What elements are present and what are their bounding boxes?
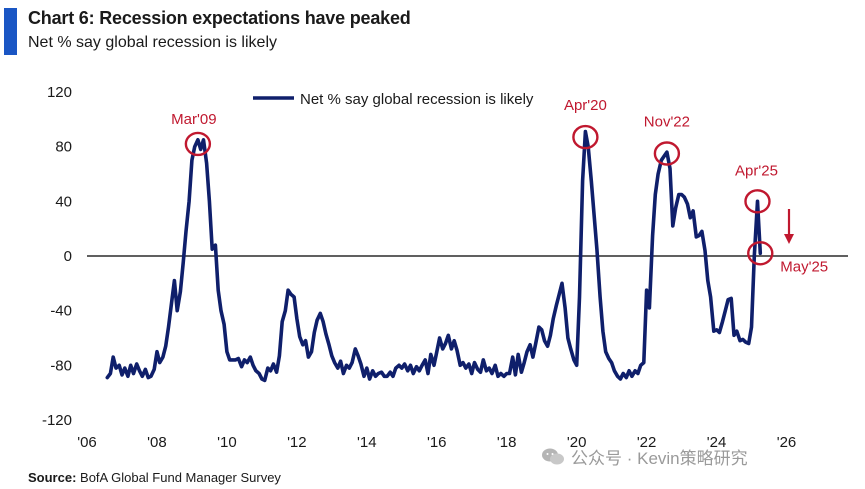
annotation-circle — [184, 131, 212, 157]
x-tick-label: '16 — [427, 434, 447, 451]
wechat-icon — [542, 448, 564, 464]
annotation-circle — [744, 189, 771, 214]
x-tick-label: '22 — [637, 434, 657, 451]
x-tick-label: '24 — [707, 434, 727, 451]
watermark-text: 公众号 · Kevin策略研究 — [571, 449, 748, 468]
y-tick-label: -120 — [42, 412, 72, 429]
y-tick-label: -40 — [50, 303, 72, 320]
y-tick-label: 40 — [55, 193, 72, 210]
x-tick-label: '18 — [497, 434, 517, 451]
legend-label: Net % say global recession is likely — [300, 91, 534, 108]
x-tick-label: '08 — [147, 434, 167, 451]
source-label: Source: — [28, 470, 77, 485]
x-tick-label: '26 — [777, 434, 797, 451]
chart-subtitle: Net % say global recession is likely — [28, 34, 277, 51]
annotation-circle — [653, 141, 681, 166]
annotations: Mar'09 Apr'20 Nov'22 Apr'25 May'25 — [171, 97, 828, 275]
y-axis: 120 80 40 0 -40 -80 -120 — [42, 84, 72, 429]
series-line-recession-likely — [105, 129, 763, 383]
source-note: Source: BofA Global Fund Manager Survey — [28, 470, 281, 485]
annotation-label: Apr'20 — [564, 97, 607, 114]
title-accent-bar — [4, 8, 17, 55]
chart-title: Chart 6: Recession expectations have pea… — [28, 8, 411, 28]
x-tick-label: '06 — [77, 434, 97, 451]
x-tick-label: '12 — [287, 434, 307, 451]
legend: Net % say global recession is likely — [253, 91, 534, 108]
annotation-circle — [747, 241, 774, 266]
annotation-circle — [572, 124, 599, 150]
y-tick-label: -80 — [50, 357, 72, 374]
y-tick-label: 80 — [55, 139, 72, 156]
down-arrow-head — [784, 234, 794, 244]
annotation-label: Apr'25 — [735, 162, 778, 179]
y-tick-label: 120 — [47, 84, 72, 101]
y-tick-label: 0 — [64, 248, 72, 265]
x-tick-label: '10 — [217, 434, 237, 451]
annotation-label: May'25 — [780, 258, 828, 275]
x-tick-label: '14 — [357, 434, 377, 451]
watermark: 公众号 · Kevin策略研究 — [541, 444, 748, 469]
annotation-label: Mar'09 — [171, 111, 216, 128]
source-text: BofA Global Fund Manager Survey — [80, 470, 281, 485]
x-tick-label: '20 — [567, 434, 587, 451]
x-axis: '06 '08 '10 '12 '14 '16 '18 '20 '22 '24 '26 — [77, 434, 796, 451]
annotation-label: Nov'22 — [644, 114, 690, 131]
